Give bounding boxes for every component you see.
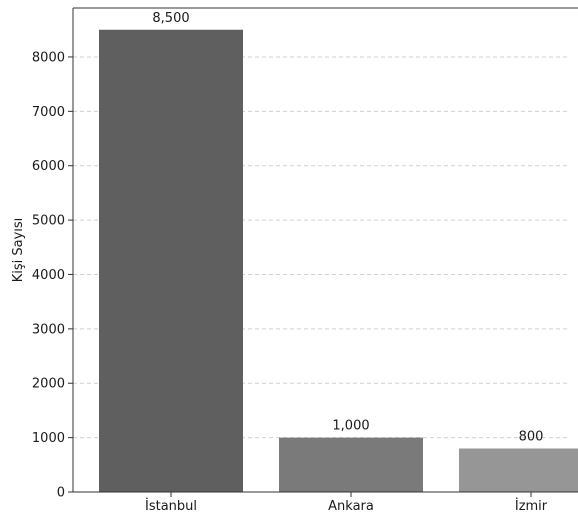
y-tick-label: 1000 (32, 431, 65, 446)
bar-value-label: 1,000 (332, 419, 369, 434)
y-tick-label: 6000 (32, 159, 65, 174)
bar (279, 437, 423, 492)
bar (99, 29, 243, 493)
x-tick-label: Ankara (328, 499, 374, 514)
y-tick-label: 4000 (32, 268, 65, 283)
y-tick-label: 0 (57, 486, 65, 501)
x-tick-label: İstanbul (145, 498, 197, 514)
bar (459, 448, 578, 492)
x-tick-label: İzmir (515, 498, 548, 514)
bar-value-labels: 8,500 1,000 800 (152, 11, 543, 445)
y-tick-label: 8000 (32, 50, 65, 65)
bars (99, 29, 578, 493)
bar-value-label: 8,500 (152, 11, 189, 26)
x-axis-ticks: İstanbul Ankara İzmir (145, 492, 548, 514)
grid-lines (73, 56, 570, 439)
axes (72, 7, 578, 493)
y-tick-label: 5000 (32, 214, 65, 229)
y-tick-label: 7000 (32, 105, 65, 120)
bar-value-label: 800 (519, 429, 544, 444)
y-tick-label: 2000 (32, 377, 65, 392)
y-axis-title: Kişi Sayısı (11, 218, 26, 283)
y-axis-ticks: 0 1000 2000 3000 4000 5000 6000 7000 8000 (32, 50, 73, 501)
y-tick-label: 3000 (32, 322, 65, 337)
